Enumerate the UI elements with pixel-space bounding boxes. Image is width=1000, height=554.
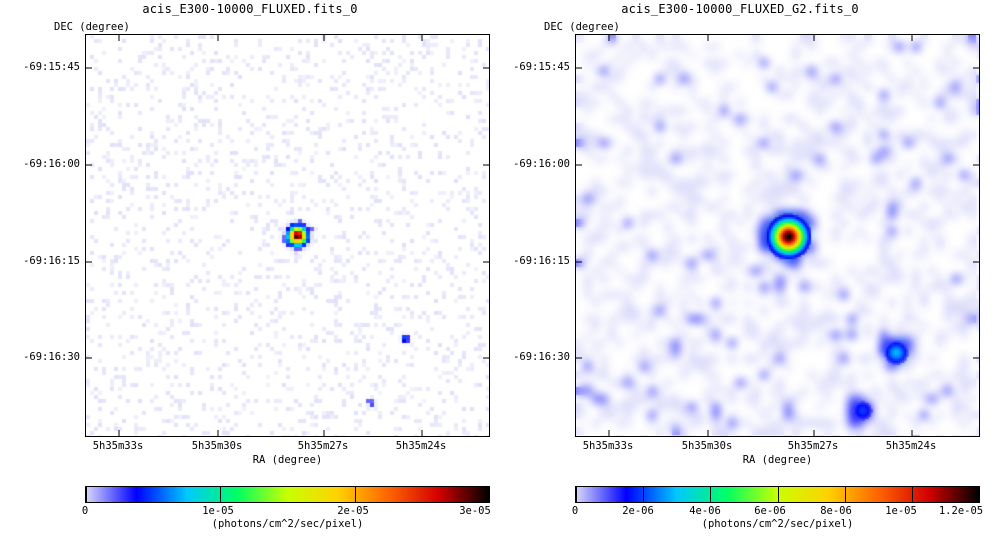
colorbar — [575, 486, 980, 503]
colorbar-tick-label: 4e-06 — [689, 505, 721, 517]
y-axis-label: DEC (degree) — [544, 21, 620, 33]
chart-title: acis_E300-10000_FLUXED_G2.fits_0 — [621, 2, 859, 16]
colorbar-tick-mark — [220, 487, 222, 502]
y-axis-label: DEC (degree) — [54, 21, 130, 33]
chart-title: acis_E300-10000_FLUXED.fits_0 — [142, 2, 358, 16]
colorbar-tick-mark — [86, 487, 87, 502]
x-tick-label: 5h35m30s — [681, 440, 733, 452]
x-tick-label: 5h35m24s — [885, 440, 937, 452]
y-tick-label: -69:16:15 — [23, 255, 80, 267]
y-tick-label: -69:16:30 — [23, 351, 80, 363]
chart-panel-smoothed: acis_E300-10000_FLUXED_G2.fits_0 DEC (de… — [490, 0, 990, 554]
colorbar-tick-label: 0 — [571, 505, 579, 517]
y-tick-label: -69:15:45 — [513, 61, 570, 73]
colorbar-tick-mark — [911, 487, 913, 502]
colorbar-tick-mark — [643, 487, 645, 502]
heatmap-image — [86, 35, 489, 436]
heatmap-plot-area[interactable] — [575, 34, 980, 437]
x-tick-label: 5h35m33s — [92, 440, 144, 452]
colorbar-label: (photons/cm^2/sec/pixel) — [701, 518, 854, 530]
colorbar — [85, 486, 490, 503]
heatmap-plot-area[interactable] — [85, 34, 490, 437]
colorbar-label: (photons/cm^2/sec/pixel) — [211, 518, 364, 530]
colorbar-tick-mark — [844, 487, 846, 502]
y-tick-label: -69:16:00 — [513, 158, 570, 170]
colorbar-tick-mark — [710, 487, 712, 502]
colorbar-tick-label: 0 — [81, 505, 89, 517]
colorbar-tick-mark — [777, 487, 779, 502]
y-tick-label: -69:16:00 — [23, 158, 80, 170]
x-tick-label: 5h35m27s — [787, 440, 839, 452]
colorbar-tick-label: 8e-06 — [820, 505, 852, 517]
y-tick-label: -69:15:45 — [23, 61, 80, 73]
colorbar-tick-label: 2e-05 — [337, 505, 369, 517]
colorbar-tick-label: 1e-05 — [202, 505, 234, 517]
x-tick-label: 5h35m24s — [395, 440, 447, 452]
x-axis-label: RA (degree) — [252, 454, 323, 466]
x-tick-label: 5h35m30s — [191, 440, 243, 452]
y-tick-label: -69:16:30 — [513, 351, 570, 363]
colorbar-tick-mark — [354, 487, 356, 502]
heatmap-image — [576, 35, 979, 436]
chart-panel-raw: acis_E300-10000_FLUXED.fits_0 DEC (degre… — [23, 2, 491, 530]
colorbar-tick-mark — [576, 487, 577, 502]
colorbar-tick-label: 1e-05 — [885, 505, 917, 517]
colorbar-tick-label: 3e-05 — [459, 505, 491, 517]
colorbar-tick-mark — [979, 487, 980, 502]
x-tick-label: 5h35m33s — [582, 440, 634, 452]
colorbar-tick-mark — [489, 487, 490, 502]
colorbar-tick-label: 1.2e-05 — [938, 505, 984, 517]
colorbar-tick-label: 6e-06 — [754, 505, 786, 517]
colorbar-tick-label: 2e-06 — [622, 505, 654, 517]
y-tick-label: -69:16:15 — [513, 255, 570, 267]
x-tick-label: 5h35m27s — [297, 440, 349, 452]
x-axis-label: RA (degree) — [742, 454, 813, 466]
